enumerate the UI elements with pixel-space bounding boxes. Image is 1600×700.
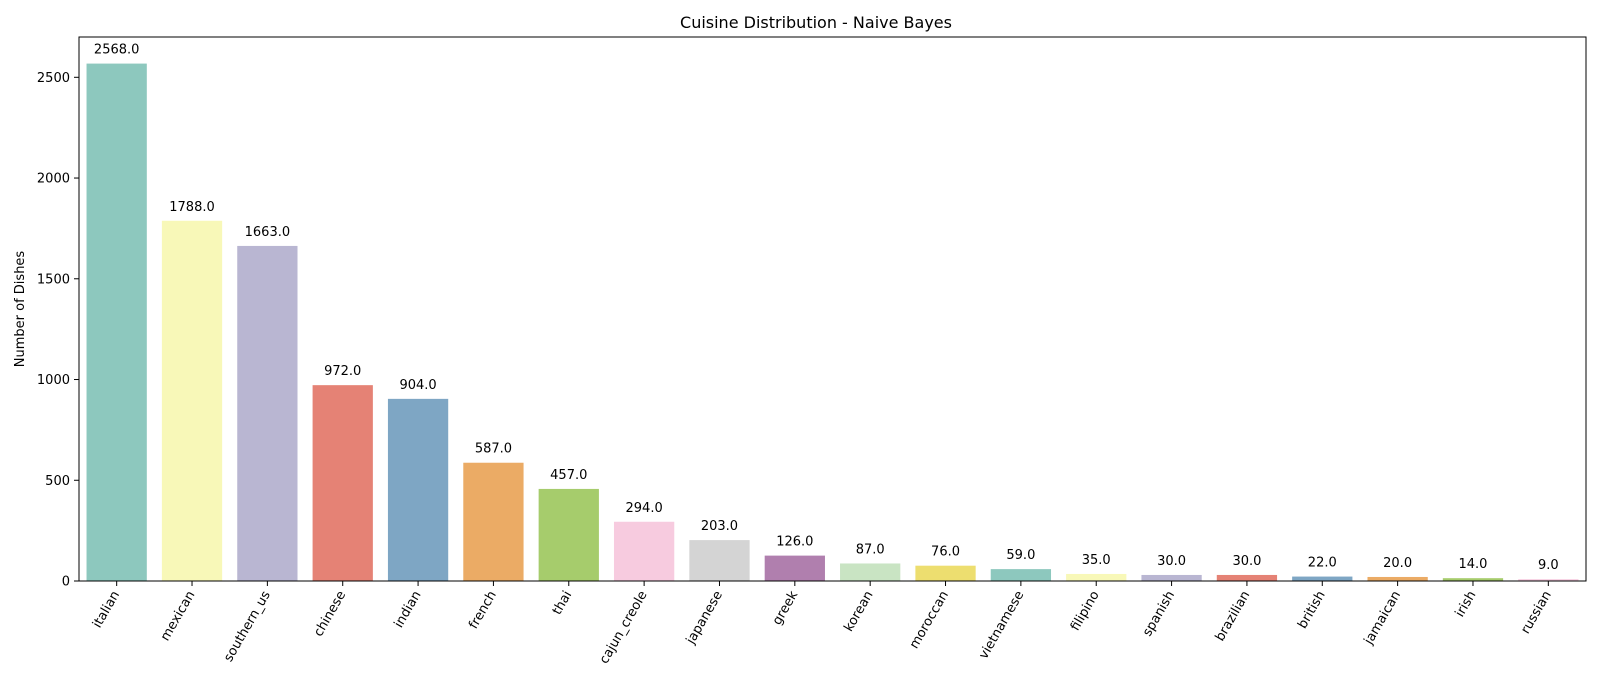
x-tick-label-spanish: spanish bbox=[1140, 589, 1178, 640]
bar-french bbox=[463, 462, 524, 581]
bar-korean bbox=[840, 563, 901, 581]
data-label-russian: 9.0 bbox=[1538, 558, 1559, 573]
bar-southern_us bbox=[237, 245, 298, 582]
x-tick-label-chinese: chinese bbox=[311, 589, 349, 640]
x-tick-label-vietnamese: vietnamese bbox=[976, 589, 1027, 662]
y-axis-label: Number of Dishes bbox=[13, 251, 28, 368]
data-label-moroccan: 76.0 bbox=[931, 545, 960, 560]
x-tick-label-thai: thai bbox=[550, 589, 575, 618]
data-label-british: 22.0 bbox=[1308, 556, 1337, 571]
data-label-jamaican: 20.0 bbox=[1383, 556, 1412, 571]
plot-frame bbox=[78, 36, 1587, 582]
bar-indian bbox=[387, 398, 449, 581]
data-label-korean: 87.0 bbox=[856, 542, 885, 557]
x-tick-label-moroccan: moroccan bbox=[907, 589, 952, 652]
x-tick-label-british: british bbox=[1295, 589, 1328, 632]
x-tick-label-mexican: mexican bbox=[158, 589, 199, 644]
bars bbox=[86, 63, 1579, 582]
x-tick-label-french: french bbox=[466, 589, 500, 632]
x-axis-ticks: italian mexican southern_us chinese indian fr… bbox=[90, 581, 1555, 667]
bar-greek bbox=[764, 555, 825, 581]
bar-irish bbox=[1442, 578, 1504, 581]
data-label-indian: 904.0 bbox=[399, 378, 436, 393]
data-label-cajun_creole: 294.0 bbox=[626, 501, 663, 516]
bar-filipino bbox=[1066, 573, 1127, 581]
bar-thai bbox=[538, 488, 599, 581]
data-label-southern_us: 1663.0 bbox=[245, 225, 291, 240]
bar-russian bbox=[1518, 579, 1579, 581]
bar-jamaican bbox=[1367, 576, 1428, 581]
bar-brazilian bbox=[1216, 574, 1278, 581]
x-tick-label-jamaican: jamaican bbox=[1361, 589, 1404, 649]
bar-british bbox=[1292, 576, 1353, 581]
data-label-spanish: 30.0 bbox=[1157, 554, 1186, 569]
x-tick-label-southern_us: southern_us bbox=[221, 588, 274, 664]
y-tick-label: 1000 bbox=[37, 373, 70, 388]
chart-title: Cuisine Distribution - Naive Bayes bbox=[680, 13, 952, 32]
x-tick-label-irish: irish bbox=[1453, 589, 1480, 620]
x-tick-label-filipino: filipino bbox=[1068, 588, 1103, 633]
x-tick-label-korean: korean bbox=[842, 589, 877, 635]
data-label-thai: 457.0 bbox=[550, 468, 587, 483]
bar-cajun_creole bbox=[613, 521, 675, 581]
data-label-irish: 14.0 bbox=[1458, 557, 1487, 572]
data-label-chinese: 972.0 bbox=[324, 364, 361, 379]
data-label-italian: 2568.0 bbox=[94, 43, 140, 58]
x-tick-label-indian: indian bbox=[392, 589, 425, 631]
bar-italian bbox=[86, 63, 147, 581]
y-tick-label: 0 bbox=[62, 575, 70, 590]
data-labels: 2568.0 1788.0 1663.0 972.0 904.0 587.0 457.0 29… bbox=[94, 43, 1559, 574]
bar-mexican bbox=[161, 220, 223, 582]
y-tick-label: 2000 bbox=[37, 172, 70, 187]
y-tick-label: 1500 bbox=[37, 272, 70, 287]
data-label-brazilian: 30.0 bbox=[1232, 554, 1261, 569]
bar-vietnamese bbox=[990, 569, 1052, 581]
y-tick-label: 500 bbox=[45, 474, 70, 489]
data-label-french: 587.0 bbox=[475, 442, 512, 457]
bar-spanish bbox=[1141, 574, 1202, 581]
y-tick-label: 2500 bbox=[37, 71, 70, 86]
x-tick-label-cajun_creole: cajun_creole bbox=[597, 589, 651, 667]
x-tick-label-russian: russian bbox=[1518, 589, 1554, 637]
data-label-mexican: 1788.0 bbox=[169, 200, 215, 215]
data-label-vietnamese: 59.0 bbox=[1006, 548, 1035, 563]
bar-chinese bbox=[312, 385, 373, 581]
data-label-greek: 126.0 bbox=[776, 535, 813, 550]
x-tick-label-italian: italian bbox=[90, 589, 123, 631]
data-label-japanese: 203.0 bbox=[701, 519, 738, 534]
x-tick-label-brazilian: brazilian bbox=[1213, 589, 1254, 645]
y-axis-ticks: 0 500 1000 1500 2000 2500 bbox=[37, 71, 79, 590]
x-tick-label-japanese: japanese bbox=[683, 589, 726, 648]
bar-moroccan bbox=[915, 565, 976, 581]
data-label-filipino: 35.0 bbox=[1082, 553, 1111, 568]
x-tick-label-greek: greek bbox=[770, 588, 802, 628]
bar-japanese bbox=[689, 540, 750, 581]
